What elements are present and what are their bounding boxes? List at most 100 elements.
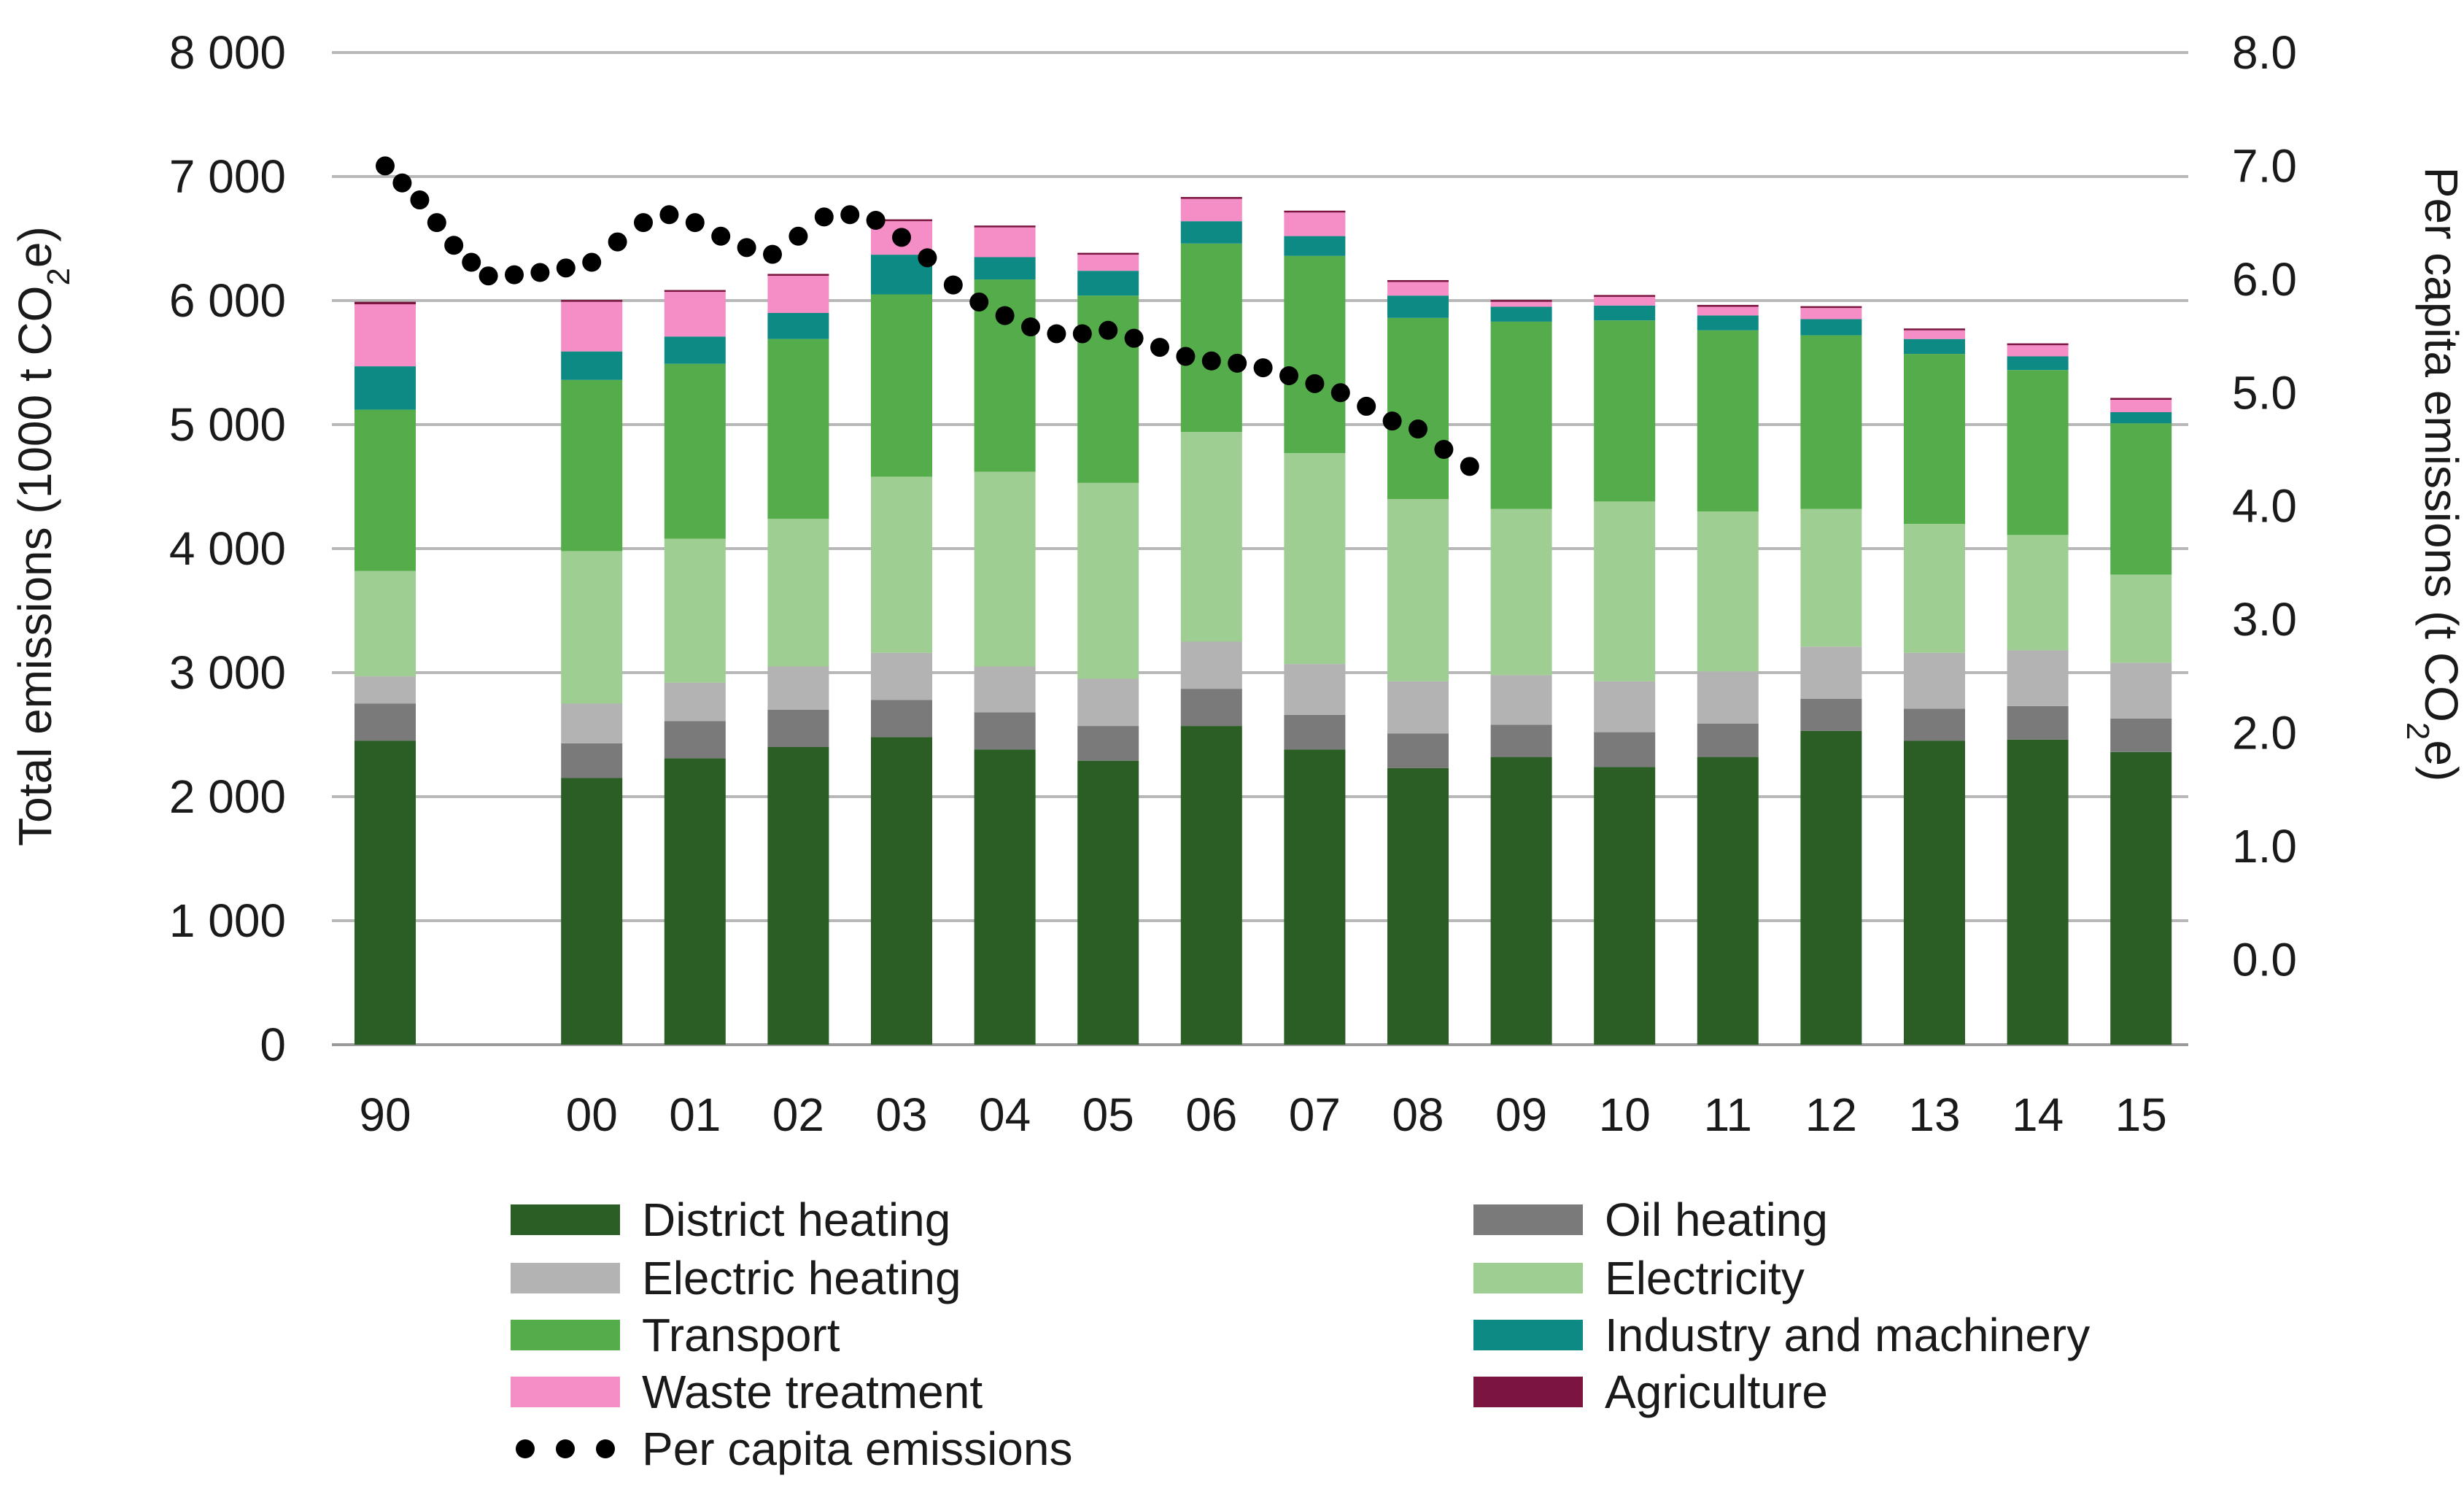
- y-tick-label: 8 000: [169, 26, 286, 79]
- bar-segment-industry-and-machinery: [665, 336, 726, 363]
- legend-item: Electricity: [1473, 1252, 1805, 1304]
- bar-segment-district-heating: [871, 737, 932, 1045]
- bar-segment-transport: [2110, 423, 2172, 574]
- legend-item: Transport: [511, 1309, 840, 1361]
- y-tick-label: 2 000: [169, 770, 286, 823]
- bar-segment-waste-treatment: [1904, 330, 1965, 339]
- per-capita-point: [1383, 411, 1402, 430]
- bar-segment-waste-treatment: [1387, 282, 1449, 296]
- bar-segment-electricity: [2007, 535, 2069, 650]
- bar-segment-electric-heating: [561, 704, 622, 743]
- per-capita-point: [867, 211, 886, 230]
- per-capita-point: [392, 174, 411, 193]
- bar-segment-waste-treatment: [1594, 297, 1655, 306]
- bar-segment-district-heating: [767, 747, 829, 1045]
- per-capita-point: [944, 276, 963, 295]
- y-axis-right: 0.01.02.03.04.05.06.07.08.0: [2232, 26, 2297, 986]
- per-capita-point: [557, 258, 576, 277]
- legend-item: Agriculture: [1473, 1366, 1828, 1418]
- bar-segment-district-heating: [1491, 757, 1552, 1045]
- per-capita-point: [1254, 358, 1273, 377]
- bar-segment-district-heating: [1387, 768, 1449, 1045]
- bar-segment-district-heating: [1697, 757, 1759, 1045]
- bar-segment-electricity: [1181, 432, 1242, 641]
- x-tick-label: 05: [1082, 1088, 1134, 1141]
- bar-segment-electricity: [2110, 575, 2172, 663]
- per-capita-point: [376, 156, 395, 175]
- bar-segment-agriculture: [2007, 344, 2069, 346]
- bar-segment-waste-treatment: [1800, 308, 1861, 319]
- bar-segment-electricity: [1491, 509, 1552, 676]
- bar-segment-transport: [1904, 354, 1965, 524]
- bar-segment-agriculture: [1181, 197, 1242, 199]
- per-capita-point: [996, 306, 1015, 325]
- legend-label: Oil heating: [1605, 1194, 1828, 1246]
- x-tick-label: 10: [1599, 1088, 1651, 1141]
- legend-swatch: [1473, 1204, 1583, 1235]
- bar-segment-district-heating: [355, 741, 416, 1045]
- bar-segment-industry-and-machinery: [355, 366, 416, 409]
- legend-swatch: [511, 1320, 620, 1350]
- bar-segment-agriculture: [1491, 300, 1552, 302]
- per-capita-point: [1434, 440, 1453, 459]
- bar-segment-industry-and-machinery: [1387, 295, 1449, 318]
- y2-tick-label: 1.0: [2232, 820, 2297, 873]
- y-tick-label: 7 000: [169, 150, 286, 203]
- legend-label: Electric heating: [642, 1252, 961, 1304]
- per-capita-point: [1047, 324, 1066, 343]
- bar-segment-industry-and-machinery: [767, 313, 829, 339]
- bar-segment-electric-heating: [1491, 675, 1552, 724]
- bar-segment-transport: [1697, 330, 1759, 511]
- bar-segment-waste-treatment: [767, 276, 829, 313]
- y2-tick-label: 5.0: [2232, 366, 2297, 419]
- per-capita-point: [1099, 321, 1117, 340]
- bar-segment-waste-treatment: [1181, 199, 1242, 222]
- bar-segment-oil-heating: [975, 712, 1036, 749]
- bar-segment-district-heating: [1284, 749, 1345, 1045]
- bar-segment-oil-heating: [2110, 719, 2172, 752]
- bar-segment-agriculture: [1077, 253, 1139, 255]
- per-capita-point: [530, 263, 549, 282]
- bar-segment-district-heating: [2110, 752, 2172, 1045]
- y-tick-label: 1 000: [169, 894, 286, 947]
- bar-segment-industry-and-machinery: [1697, 315, 1759, 330]
- per-capita-point: [659, 205, 678, 224]
- legend-dot: [596, 1439, 615, 1458]
- legend-item: Industry and machinery: [1473, 1309, 2090, 1361]
- bar-segment-district-heating: [2007, 740, 2069, 1045]
- bar-segment-waste-treatment: [355, 304, 416, 366]
- legend-swatch: [1473, 1377, 1583, 1407]
- bar-segment-oil-heating: [1077, 726, 1139, 761]
- per-capita-point: [711, 227, 730, 246]
- bar-segment-industry-and-machinery: [1904, 339, 1965, 354]
- y-tick-label: 6 000: [169, 274, 286, 327]
- bar-segment-oil-heating: [1284, 715, 1345, 750]
- y2-tick-label: 6.0: [2232, 253, 2297, 306]
- bar-segment-electricity: [767, 519, 829, 666]
- bar-segment-district-heating: [665, 758, 726, 1045]
- bar-segment-oil-heating: [767, 710, 829, 747]
- bar-segment-electricity: [665, 538, 726, 682]
- y2-tick-label: 4.0: [2232, 480, 2297, 533]
- legend-label: District heating: [642, 1194, 950, 1246]
- bar-segment-electric-heating: [1904, 653, 1965, 709]
- bar-segment-district-heating: [1181, 726, 1242, 1045]
- bar-segment-waste-treatment: [2110, 400, 2172, 412]
- per-capita-point: [918, 248, 937, 267]
- legend-label: Transport: [642, 1309, 840, 1361]
- bar-segment-electric-heating: [665, 683, 726, 722]
- x-tick-label: 06: [1185, 1088, 1237, 1141]
- bar-segment-electric-heating: [1077, 679, 1139, 727]
- legend-label: Per capita emissions: [642, 1423, 1072, 1475]
- x-tick-label: 13: [1908, 1088, 1960, 1141]
- legend-item: Oil heating: [1473, 1194, 1828, 1246]
- per-capita-point: [815, 207, 834, 226]
- per-capita-point: [763, 245, 782, 264]
- bar-segment-waste-treatment: [1284, 212, 1345, 236]
- bar-segment-transport: [767, 339, 829, 519]
- bar-segment-waste-treatment: [975, 228, 1036, 258]
- bar-segment-oil-heating: [1697, 724, 1759, 757]
- x-tick-label: 90: [359, 1088, 411, 1141]
- legend-swatch: [1473, 1263, 1583, 1293]
